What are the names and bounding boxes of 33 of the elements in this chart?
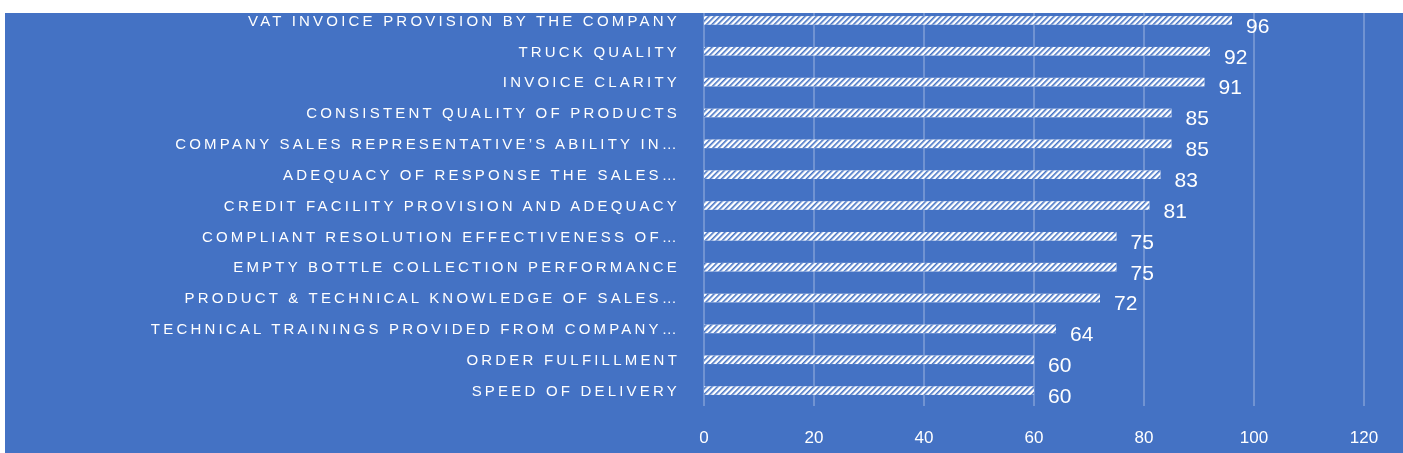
y-tick-label: ADEQUACY OF RESPONSE THE SALES… — [282, 165, 680, 183]
data-label: 60 — [1048, 353, 1072, 377]
data-label: 83 — [1174, 168, 1198, 191]
x-tick-label: 0 — [699, 427, 709, 447]
y-tick-label: PRODUCT & TECHNICAL KNOWLEDGE OF SALES… — [184, 289, 680, 307]
data-label: 85 — [1185, 106, 1209, 130]
y-tick-label: ORDER FULFILLMENT — [466, 350, 680, 368]
x-tick-label: 60 — [1024, 427, 1044, 447]
data-label: 92 — [1224, 44, 1248, 68]
y-tick-label: INVOICE CLARITY — [502, 73, 680, 91]
data-label: 60 — [1048, 383, 1072, 407]
data-label: 75 — [1130, 229, 1154, 253]
data-label: 81 — [1163, 198, 1187, 222]
y-tick-label: COMPANY SALES REPRESENTATIVE’S ABILITY IN… — [175, 135, 680, 153]
x-tick-label: 40 — [914, 427, 934, 447]
x-tick-label: 80 — [1134, 427, 1154, 447]
y-tick-label: EMPTY BOTTLE COLLECTION PERFORMANCE — [233, 258, 680, 276]
y-tick-label: SPEED OF DELIVERY — [471, 381, 680, 399]
x-tick-label: 100 — [1239, 427, 1269, 447]
x-tick-label: 20 — [804, 427, 824, 447]
y-tick-label: VAT INVOICE PROVISION BY THE COMPANY — [248, 11, 680, 29]
data-label: 72 — [1114, 291, 1138, 315]
y-tick-label: CREDIT FACILITY PROVISION AND ADEQUACY — [223, 196, 680, 214]
data-label: 75 — [1130, 260, 1154, 284]
y-tick-label: COMPLIANT RESOLUTION EFFECTIVENESS OF… — [201, 227, 680, 245]
data-label: 96 — [1246, 13, 1270, 37]
y-tick-label: TRUCK QUALITY — [518, 42, 680, 60]
y-tick-label: TECHNICAL TRAININGS PROVIDED FROM COMPANY… — [150, 320, 680, 338]
data-label: 91 — [1218, 75, 1242, 99]
y-tick-label: CONSISTENT QUALITY OF PRODUCTS — [306, 104, 680, 122]
x-tick-label: 120 — [1349, 427, 1379, 447]
data-label: 85 — [1185, 137, 1209, 161]
data-label: 64 — [1070, 322, 1094, 346]
